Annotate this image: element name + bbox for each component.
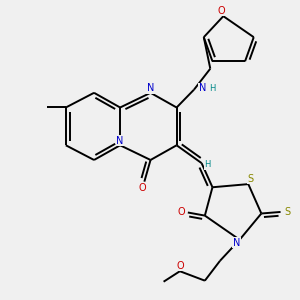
Text: S: S	[248, 173, 254, 184]
Text: H: H	[209, 84, 215, 93]
Text: N: N	[233, 238, 240, 248]
Text: O: O	[177, 207, 185, 217]
Text: S: S	[284, 207, 290, 217]
Text: O: O	[176, 261, 184, 271]
Text: O: O	[139, 184, 147, 194]
Text: N: N	[199, 83, 206, 93]
Text: H: H	[205, 160, 211, 169]
Text: O: O	[218, 6, 226, 16]
Text: N: N	[147, 83, 154, 93]
Text: N: N	[116, 136, 124, 146]
